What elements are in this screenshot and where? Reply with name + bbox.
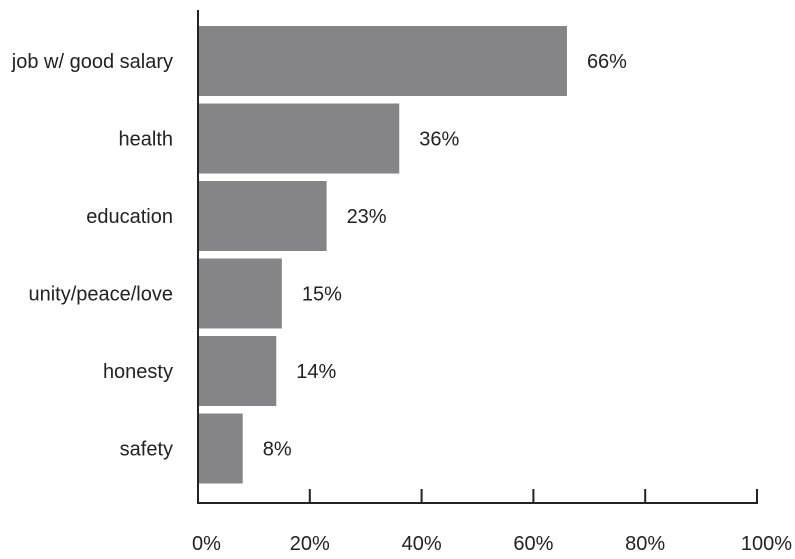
bar bbox=[198, 181, 327, 251]
bar bbox=[198, 413, 243, 484]
category-label: honesty bbox=[103, 361, 173, 383]
x-tick-label: 0% bbox=[192, 533, 221, 554]
bar-value-label: 23% bbox=[347, 206, 387, 228]
bar bbox=[198, 26, 567, 96]
category-label: safety bbox=[120, 439, 173, 461]
value-labels-group: 66% 36% 23% 15% 14% 8% bbox=[263, 51, 627, 461]
category-label: health bbox=[119, 129, 174, 151]
x-tick-label: 20% bbox=[290, 533, 330, 554]
x-tick-label: 60% bbox=[513, 533, 553, 554]
category-label: unity/peace/love bbox=[28, 284, 173, 306]
x-ticks-group: 0% 20% 40% 60% 80% 100% bbox=[192, 489, 792, 555]
x-tick-label: 100% bbox=[741, 533, 792, 554]
bar-value-label: 8% bbox=[263, 439, 292, 461]
bar-value-label: 15% bbox=[302, 284, 342, 306]
x-tick-label: 40% bbox=[402, 533, 442, 554]
bar bbox=[198, 258, 282, 329]
bar-value-label: 14% bbox=[296, 361, 336, 383]
bars-group bbox=[198, 26, 567, 484]
bar bbox=[198, 103, 400, 174]
category-label: job w/ good salary bbox=[11, 51, 173, 73]
bar-value-label: 66% bbox=[587, 51, 627, 73]
category-labels-group: job w/ good salary health education unity/p… bbox=[11, 51, 173, 461]
category-label: education bbox=[86, 206, 173, 228]
bar-value-label: 36% bbox=[419, 129, 459, 151]
x-tick-label: 80% bbox=[625, 533, 665, 554]
bar bbox=[198, 336, 277, 406]
axes-group bbox=[197, 10, 758, 504]
